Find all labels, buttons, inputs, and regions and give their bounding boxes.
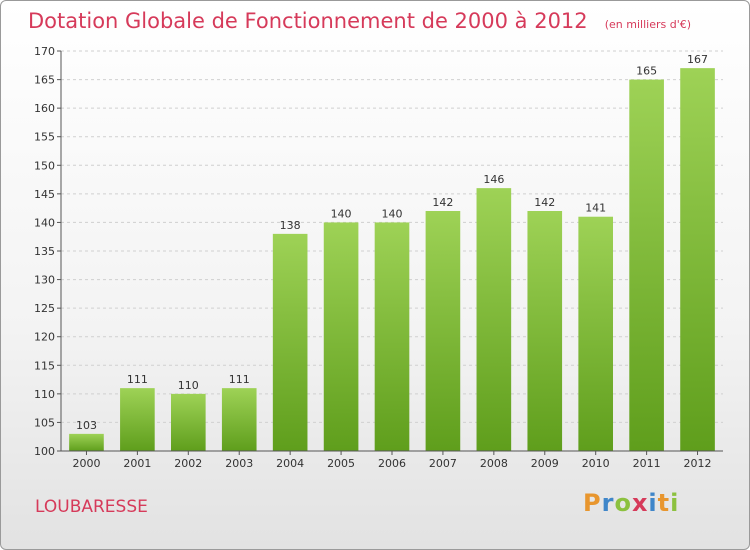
value-label-2008: 146 bbox=[483, 173, 504, 186]
value-label-2002: 110 bbox=[178, 379, 199, 392]
bar-2008 bbox=[476, 188, 512, 451]
value-label-2011: 165 bbox=[636, 65, 657, 78]
y-tick-label: 105 bbox=[34, 416, 55, 429]
value-label-2010: 141 bbox=[585, 202, 606, 215]
y-tick-label: 120 bbox=[34, 331, 55, 344]
y-tick-label: 165 bbox=[34, 74, 55, 87]
x-tick-label-2007: 2007 bbox=[429, 457, 457, 470]
y-tick-label: 100 bbox=[34, 445, 55, 458]
x-tick-label-2000: 2000 bbox=[72, 457, 100, 470]
x-tick-label-2010: 2010 bbox=[582, 457, 610, 470]
value-label-2012: 167 bbox=[687, 53, 708, 66]
value-label-2005: 140 bbox=[331, 207, 352, 220]
x-tick-label-2002: 2002 bbox=[174, 457, 202, 470]
value-label-2007: 142 bbox=[432, 196, 453, 209]
y-tick-label: 160 bbox=[34, 102, 55, 115]
title-row: Dotation Globale de Fonctionnement de 20… bbox=[28, 9, 691, 33]
y-tick-label: 140 bbox=[34, 216, 55, 229]
x-tick-label-2003: 2003 bbox=[225, 457, 253, 470]
bar-2009 bbox=[527, 211, 563, 451]
x-tick-label-2012: 2012 bbox=[684, 457, 712, 470]
value-label-2006: 140 bbox=[382, 207, 403, 220]
y-tick-label: 125 bbox=[34, 302, 55, 315]
bar-2012 bbox=[680, 68, 715, 452]
commune-name: LOUBARESSE bbox=[35, 497, 148, 517]
value-label-2003: 111 bbox=[229, 373, 250, 386]
x-tick-label-2011: 2011 bbox=[633, 457, 661, 470]
value-label-2001: 111 bbox=[127, 373, 148, 386]
value-label-2000: 103 bbox=[76, 419, 97, 432]
bar-2003 bbox=[221, 388, 257, 451]
x-tick-label-2008: 2008 bbox=[480, 457, 508, 470]
bar-2000 bbox=[69, 433, 104, 451]
y-tick-label: 145 bbox=[34, 188, 55, 201]
y-tick-label: 155 bbox=[34, 131, 55, 144]
y-tick-label: 135 bbox=[34, 245, 55, 258]
bar-2007 bbox=[425, 211, 461, 451]
x-tick-label-2009: 2009 bbox=[531, 457, 559, 470]
chart-title: Dotation Globale de Fonctionnement de 20… bbox=[28, 9, 588, 33]
x-tick-label-2006: 2006 bbox=[378, 457, 406, 470]
value-label-2004: 138 bbox=[280, 219, 301, 232]
value-label-2009: 142 bbox=[534, 196, 555, 209]
y-tick-label: 115 bbox=[34, 359, 55, 372]
bar-2004 bbox=[272, 233, 308, 451]
y-tick-label: 130 bbox=[34, 274, 55, 287]
bar-2006 bbox=[374, 222, 410, 451]
x-tick-label-2005: 2005 bbox=[327, 457, 355, 470]
proxiti-logo[interactable]: Proxiti bbox=[583, 489, 680, 517]
bar-2002 bbox=[170, 393, 206, 451]
bar-2011 bbox=[629, 79, 664, 452]
x-tick-label-2004: 2004 bbox=[276, 457, 304, 470]
chart-subtitle: (en milliers d'€) bbox=[604, 18, 692, 31]
y-tick-label: 110 bbox=[34, 388, 55, 401]
bar-2005 bbox=[323, 222, 359, 451]
bar-2001 bbox=[120, 388, 155, 451]
bar-2010 bbox=[578, 216, 614, 451]
y-tick-label: 170 bbox=[34, 45, 55, 58]
x-tick-label-2001: 2001 bbox=[123, 457, 151, 470]
y-tick-label: 150 bbox=[34, 159, 55, 172]
